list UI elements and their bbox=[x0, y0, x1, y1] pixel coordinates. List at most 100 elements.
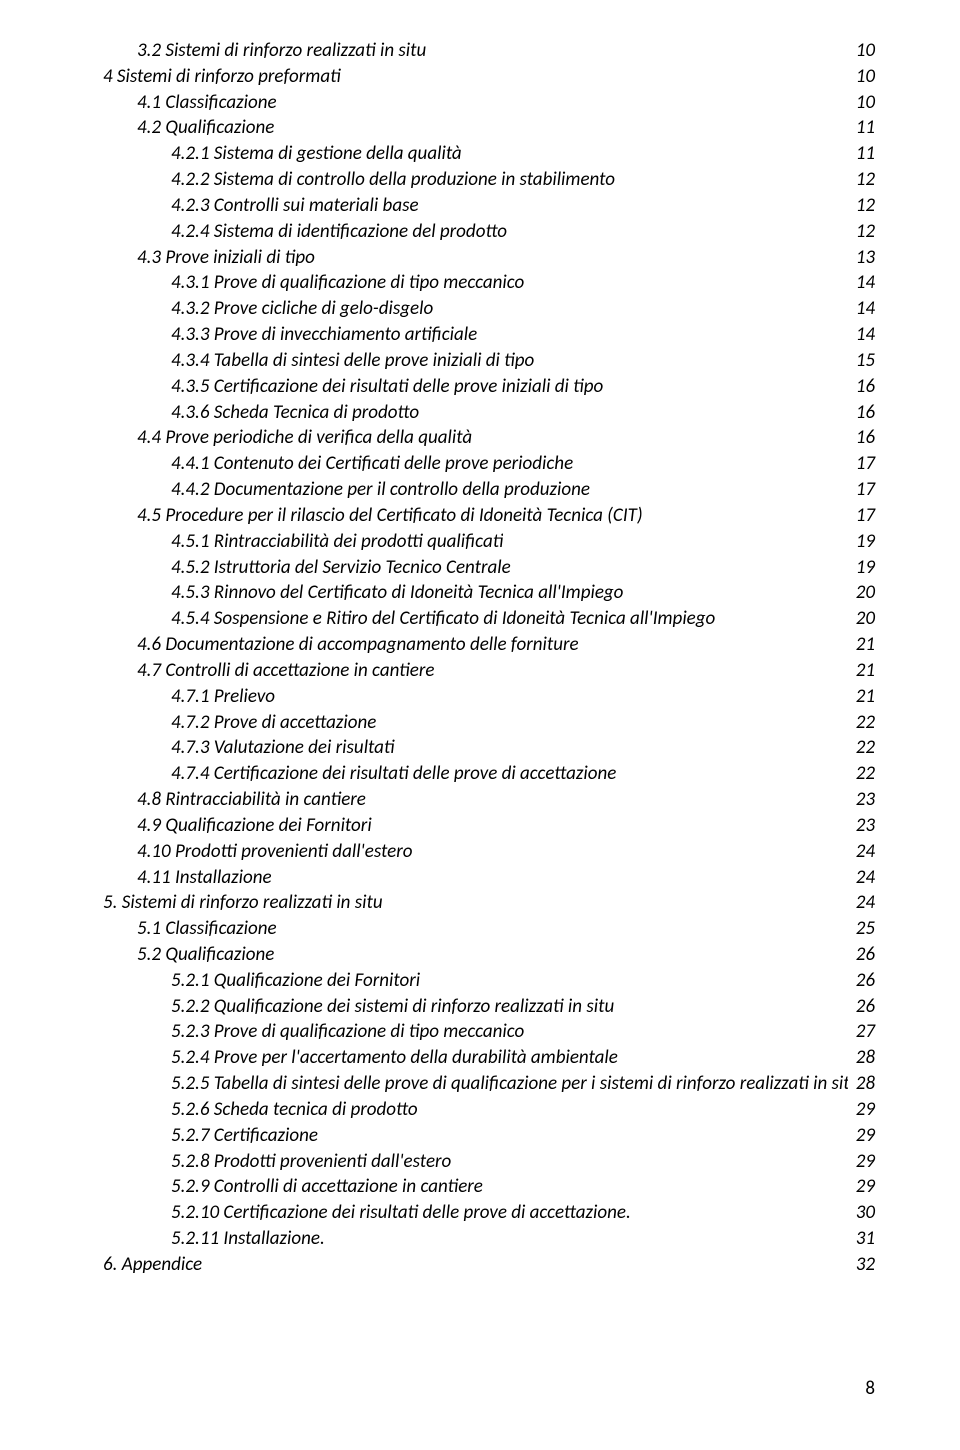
table-of-contents: 3.2 Sistemi di rinforzo realizzati in si… bbox=[85, 38, 875, 1278]
toc-entry: 5.2.5 Tabella di sintesi delle prove di … bbox=[85, 1071, 875, 1097]
toc-entry-label: 4.11 Installazione bbox=[137, 865, 272, 891]
toc-entry: 4.5.2 Istruttoria del Servizio Tecnico C… bbox=[85, 555, 875, 581]
toc-entry-label: 5.2.5 Tabella di sintesi delle prove di … bbox=[171, 1071, 848, 1097]
toc-entry: 5. Sistemi di rinforzo realizzati in sit… bbox=[85, 890, 875, 916]
toc-entry-label: 4 Sistemi di rinforzo preformati bbox=[103, 64, 341, 90]
toc-entry-label: 4.4 Prove periodiche di verifica della q… bbox=[137, 425, 472, 451]
toc-entry-page: 21 bbox=[848, 632, 875, 658]
toc-entry-page: 29 bbox=[848, 1174, 875, 1200]
toc-entry: 4.5.4 Sospensione e Ritiro del Certifica… bbox=[85, 606, 875, 632]
toc-entry-page: 22 bbox=[848, 761, 875, 787]
toc-entry-label: 4.7.2 Prove di accettazione bbox=[171, 710, 376, 736]
toc-entry-page: 10 bbox=[848, 90, 875, 116]
toc-entry: 5.2.9 Controlli di accettazione in canti… bbox=[85, 1174, 875, 1200]
toc-entry-label: 5.2.2 Qualificazione dei sistemi di rinf… bbox=[171, 994, 614, 1020]
toc-entry-label: 4.4.2 Documentazione per il controllo de… bbox=[171, 477, 590, 503]
toc-entry: 4.8 Rintracciabilità in cantiere 23 bbox=[85, 787, 875, 813]
document-page: 3.2 Sistemi di rinforzo realizzati in si… bbox=[0, 0, 960, 1450]
toc-entry-label: 3.2 Sistemi di rinforzo realizzati in si… bbox=[137, 38, 426, 64]
toc-entry-page: 31 bbox=[848, 1226, 875, 1252]
toc-entry-label: 4.2.3 Controlli sui materiali base bbox=[171, 193, 419, 219]
toc-entry-page: 25 bbox=[848, 916, 875, 942]
toc-entry-page: 26 bbox=[848, 968, 875, 994]
toc-entry-page: 22 bbox=[848, 735, 875, 761]
toc-entry-page: 23 bbox=[848, 787, 875, 813]
toc-entry-label: 4.3.5 Certificazione dei risultati delle… bbox=[171, 374, 603, 400]
toc-entry-page: 32 bbox=[848, 1252, 875, 1278]
toc-entry-page: 29 bbox=[848, 1097, 875, 1123]
toc-entry-page: 17 bbox=[848, 451, 875, 477]
toc-entry: 4.4.2 Documentazione per il controllo de… bbox=[85, 477, 875, 503]
toc-entry: 4.3 Prove iniziali di tipo 13 bbox=[85, 245, 875, 271]
toc-entry-page: 16 bbox=[848, 374, 875, 400]
toc-entry: 4.5.1 Rintracciabilità dei prodotti qual… bbox=[85, 529, 875, 555]
toc-entry-page: 16 bbox=[848, 425, 875, 451]
toc-entry: 4.5.3 Rinnovo del Certificato di Idoneit… bbox=[85, 580, 875, 606]
toc-entry-label: 4.3 Prove iniziali di tipo bbox=[137, 245, 315, 271]
toc-entry-label: 4.5.2 Istruttoria del Servizio Tecnico C… bbox=[171, 555, 511, 581]
toc-entry-label: 5.2.10 Certificazione dei risultati dell… bbox=[171, 1200, 631, 1226]
toc-entry-page: 12 bbox=[848, 193, 875, 219]
toc-entry: 5.2.11 Installazione.31 bbox=[85, 1226, 875, 1252]
toc-entry-page: 10 bbox=[848, 64, 875, 90]
toc-entry: 5.2 Qualificazione26 bbox=[85, 942, 875, 968]
toc-entry: 5.2.3 Prove di qualificazione di tipo me… bbox=[85, 1019, 875, 1045]
toc-entry-label: 4.8 Rintracciabilità in cantiere bbox=[137, 787, 366, 813]
toc-entry: 5.2.8 Prodotti provenienti dall'estero29 bbox=[85, 1149, 875, 1175]
toc-entry: 4.2.4 Sistema di identificazione del pro… bbox=[85, 219, 875, 245]
toc-entry-page: 15 bbox=[848, 348, 875, 374]
toc-entry-page: 27 bbox=[848, 1019, 875, 1045]
toc-entry-label: 5.2.1 Qualificazione dei Fornitori bbox=[171, 968, 420, 994]
toc-entry: 5.2.7 Certificazione 29 bbox=[85, 1123, 875, 1149]
page-number: 8 bbox=[865, 1377, 875, 1400]
toc-entry: 4.2.1 Sistema di gestione della qualità1… bbox=[85, 141, 875, 167]
toc-entry-page: 29 bbox=[848, 1123, 875, 1149]
toc-entry-label: 4.7.4 Certificazione dei risultati delle… bbox=[171, 761, 616, 787]
toc-entry-label: 4.5.1 Rintracciabilità dei prodotti qual… bbox=[171, 529, 503, 555]
toc-entry: 5.2.1 Qualificazione dei Fornitori 26 bbox=[85, 968, 875, 994]
toc-entry: 4.4.1 Contenuto dei Certificati delle pr… bbox=[85, 451, 875, 477]
toc-entry: 4.2.2 Sistema di controllo della produzi… bbox=[85, 167, 875, 193]
toc-entry-page: 21 bbox=[848, 658, 875, 684]
toc-entry-page: 28 bbox=[848, 1045, 875, 1071]
toc-entry-label: 5.2.7 Certificazione bbox=[171, 1123, 318, 1149]
toc-entry-page: 13 bbox=[848, 245, 875, 271]
toc-entry-label: 4.2.2 Sistema di controllo della produzi… bbox=[171, 167, 615, 193]
toc-entry-page: 17 bbox=[848, 503, 875, 529]
toc-entry-label: 4.7.1 Prelievo bbox=[171, 684, 275, 710]
toc-entry-page: 11 bbox=[848, 115, 875, 141]
toc-entry: 6. Appendice32 bbox=[85, 1252, 875, 1278]
toc-entry: 5.2.10 Certificazione dei risultati dell… bbox=[85, 1200, 875, 1226]
toc-entry: 4.5 Procedure per il rilascio del Certif… bbox=[85, 503, 875, 529]
toc-entry-label: 4.10 Prodotti provenienti dall'estero bbox=[137, 839, 413, 865]
toc-entry: 5.2.2 Qualificazione dei sistemi di rinf… bbox=[85, 994, 875, 1020]
toc-entry-page: 12 bbox=[848, 219, 875, 245]
toc-entry-page: 26 bbox=[848, 994, 875, 1020]
toc-entry-label: 4.1 Classificazione bbox=[137, 90, 277, 116]
toc-entry: 4.3.4 Tabella di sintesi delle prove ini… bbox=[85, 348, 875, 374]
toc-entry-page: 22 bbox=[848, 710, 875, 736]
toc-entry-label: 4.9 Qualificazione dei Fornitori bbox=[137, 813, 372, 839]
toc-entry-page: 21 bbox=[848, 684, 875, 710]
toc-entry: 4.3.3 Prove di invecchiamento artificial… bbox=[85, 322, 875, 348]
toc-entry-label: 5.2.9 Controlli di accettazione in canti… bbox=[171, 1174, 483, 1200]
toc-entry-label: 4.4.1 Contenuto dei Certificati delle pr… bbox=[171, 451, 573, 477]
toc-entry-page: 24 bbox=[848, 839, 875, 865]
toc-entry: 5.2.4 Prove per l'accertamento della dur… bbox=[85, 1045, 875, 1071]
toc-entry: 4.3.1 Prove di qualificazione di tipo me… bbox=[85, 270, 875, 296]
toc-entry-label: 4.2.4 Sistema di identificazione del pro… bbox=[171, 219, 507, 245]
toc-entry: 4.3.2 Prove cicliche di gelo-disgelo 14 bbox=[85, 296, 875, 322]
toc-entry-page: 12 bbox=[848, 167, 875, 193]
toc-entry-page: 24 bbox=[848, 865, 875, 891]
toc-entry: 4.7.2 Prove di accettazione 22 bbox=[85, 710, 875, 736]
toc-entry: 5.2.6 Scheda tecnica di prodotto29 bbox=[85, 1097, 875, 1123]
toc-entry: 4.7 Controlli di accettazione in cantier… bbox=[85, 658, 875, 684]
toc-entry-page: 14 bbox=[848, 296, 875, 322]
toc-entry: 4 Sistemi di rinforzo preformati 10 bbox=[85, 64, 875, 90]
toc-entry-page: 30 bbox=[848, 1200, 875, 1226]
toc-entry-label: 4.3.4 Tabella di sintesi delle prove ini… bbox=[171, 348, 534, 374]
toc-entry-page: 14 bbox=[848, 322, 875, 348]
toc-entry: 4.7.1 Prelievo 21 bbox=[85, 684, 875, 710]
toc-entry-label: 4.3.2 Prove cicliche di gelo-disgelo bbox=[171, 296, 433, 322]
toc-entry-page: 19 bbox=[848, 529, 875, 555]
